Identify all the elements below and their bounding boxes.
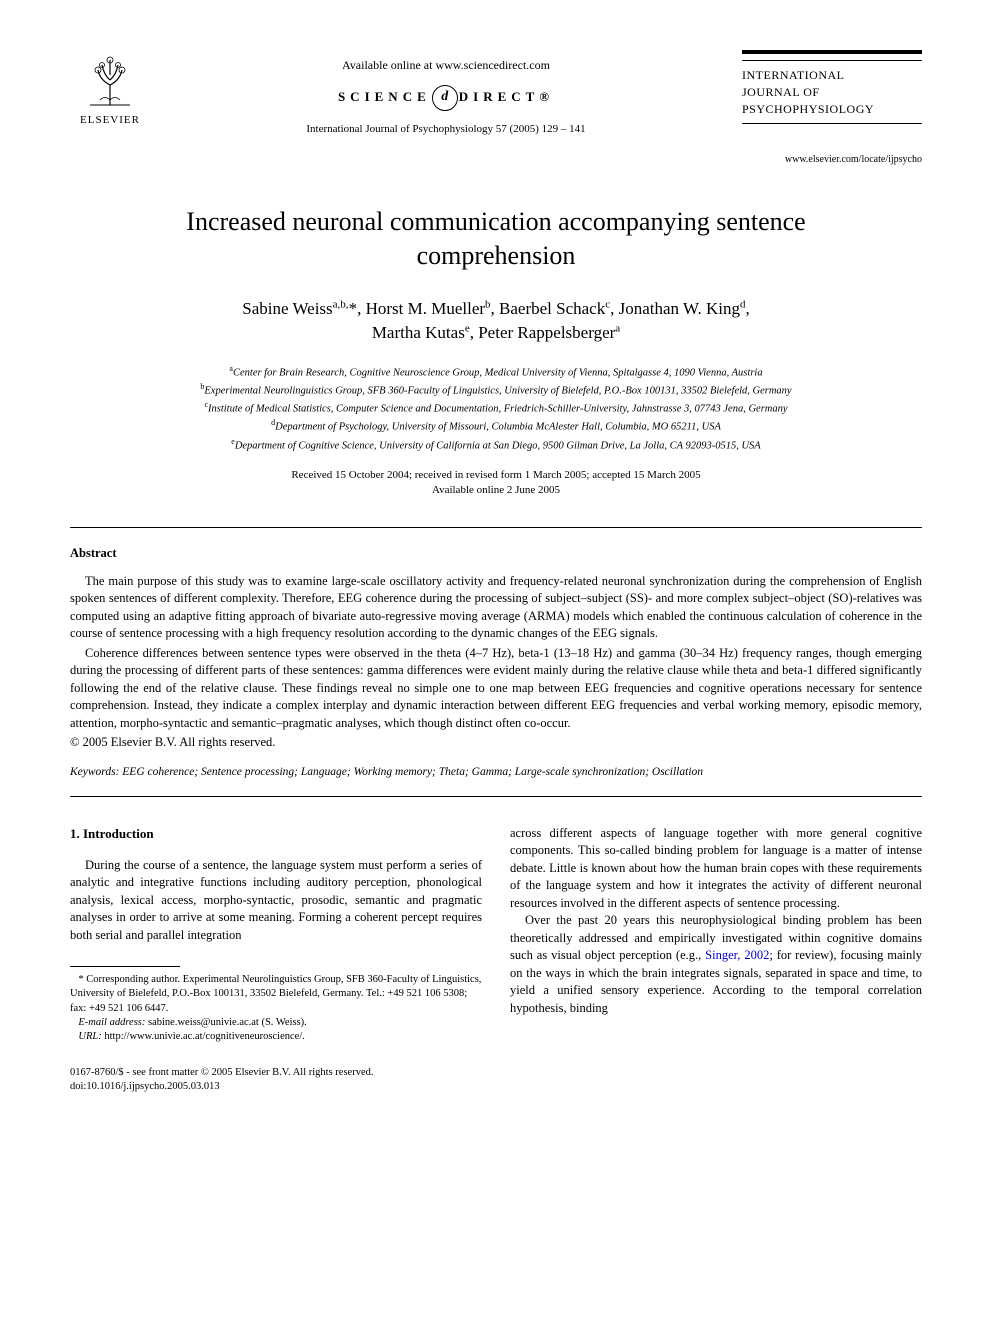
footnote-corr: * Corresponding author. Experimental Neu… [70, 973, 482, 1016]
abstract-body: The main purpose of this study was to ex… [70, 573, 922, 752]
footnotes: * Corresponding author. Experimental Neu… [70, 973, 482, 1044]
available-online-text: Available online at www.sciencedirect.co… [150, 58, 742, 73]
dates-l1: Received 15 October 2004; received in re… [70, 468, 922, 483]
rule-thick [742, 50, 922, 54]
main-columns: 1. Introduction During the course of a s… [70, 825, 922, 1095]
left-column: 1. Introduction During the course of a s… [70, 825, 482, 1095]
footer-l2: doi:10.1016/j.ijpsycho.2005.03.013 [70, 1080, 482, 1094]
url-label: URL: [78, 1031, 101, 1042]
page-header: ELSEVIER Available online at www.science… [70, 50, 922, 165]
article-dates: Received 15 October 2004; received in re… [70, 468, 922, 499]
keywords-text: EEG coherence; Sentence processing; Lang… [119, 766, 703, 778]
footnote-url: URL: http://www.univie.ac.at/cognitivene… [70, 1030, 482, 1044]
sd-left: SCIENCE [338, 89, 431, 104]
footnote-email: E-mail address: sabine.weiss@univie.ac.a… [70, 1016, 482, 1030]
abstract-p2: Coherence differences between sentence t… [70, 645, 922, 733]
intro-left-p1: During the course of a sentence, the lan… [70, 857, 482, 945]
keywords-label: Keywords: [70, 766, 119, 778]
elsevier-tree-icon [80, 50, 140, 110]
publisher-logo: ELSEVIER [70, 50, 150, 126]
intro-right-p2: Over the past 20 years this neurophysiol… [510, 912, 922, 1017]
article-title: Increased neuronal communication accompa… [130, 205, 862, 273]
rule-thin [742, 60, 922, 61]
citation-line: International Journal of Psychophysiolog… [150, 123, 742, 135]
aff-b: bExperimental Neurolinguistics Group, SF… [70, 381, 922, 399]
aff-d: dDepartment of Psychology, University of… [70, 417, 922, 435]
keywords-line: Keywords: EEG coherence; Sentence proces… [70, 766, 922, 778]
sciencedirect-logo: SCIENCEdDIRECT® [150, 85, 742, 111]
divider-bottom [70, 796, 922, 797]
rule-thin2 [742, 123, 922, 124]
authors-line: Sabine Weissa,b,*, Horst M. Muellerb, Ba… [70, 297, 922, 345]
abstract-p1: The main purpose of this study was to ex… [70, 573, 922, 643]
citation-link-singer[interactable]: Singer, 2002 [705, 948, 769, 962]
jt-l1: INTERNATIONAL [742, 67, 922, 84]
sd-d-icon: d [432, 85, 458, 111]
journal-title: INTERNATIONAL JOURNAL OF PSYCHOPHYSIOLOG… [742, 67, 922, 117]
header-center: Available online at www.sciencedirect.co… [150, 50, 742, 135]
jt-l3: PSYCHOPHYSIOLOGY [742, 101, 922, 118]
divider-top [70, 527, 922, 528]
intro-heading: 1. Introduction [70, 825, 482, 843]
footnote-rule [70, 966, 180, 967]
right-column: across different aspects of language tog… [510, 825, 922, 1095]
journal-box: INTERNATIONAL JOURNAL OF PSYCHOPHYSIOLOG… [742, 50, 922, 165]
abstract-heading: Abstract [70, 546, 922, 561]
aff-c: cInstitute of Medical Statistics, Comput… [70, 399, 922, 417]
jt-l2: JOURNAL OF [742, 84, 922, 101]
url-value: http://www.univie.ac.at/cognitiveneurosc… [102, 1031, 305, 1042]
abstract-copyright: © 2005 Elsevier B.V. All rights reserved… [70, 734, 922, 752]
sd-right: DIRECT® [459, 89, 554, 104]
aff-a: a<sup>a</sup>Center for Brain Research, … [70, 363, 922, 381]
email-label: E-mail address: [78, 1017, 145, 1028]
publisher-name: ELSEVIER [80, 114, 140, 126]
journal-url: www.elsevier.com/locate/ijpsycho [742, 154, 922, 165]
dates-l2: Available online 2 June 2005 [70, 483, 922, 498]
affiliations: a<sup>a</sup>Center for Brain Research, … [70, 363, 922, 454]
footer-block: 0167-8760/$ - see front matter © 2005 El… [70, 1066, 482, 1094]
footer-l1: 0167-8760/$ - see front matter © 2005 El… [70, 1066, 482, 1080]
email-value: sabine.weiss@univie.ac.at (S. Weiss). [145, 1017, 306, 1028]
intro-right-p1: across different aspects of language tog… [510, 825, 922, 913]
aff-e: eDepartment of Cognitive Science, Univer… [70, 436, 922, 454]
